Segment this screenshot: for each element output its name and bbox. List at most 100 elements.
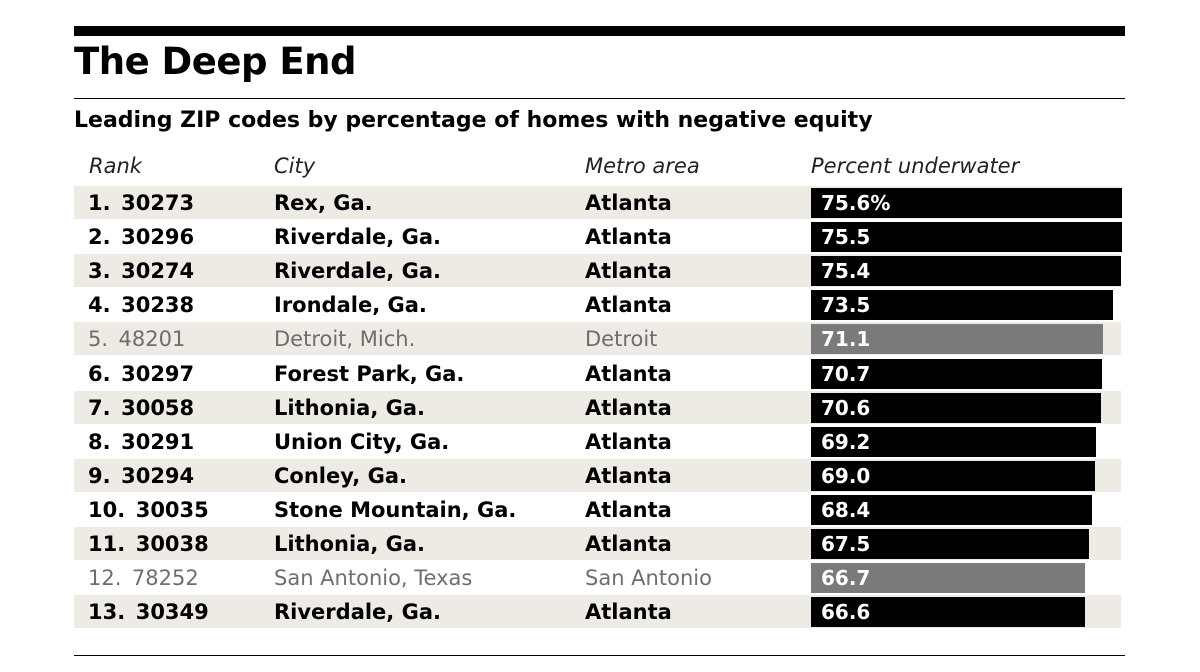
bar-value-label: 66.7	[821, 566, 871, 591]
city-cell: Stone Mountain, Ga.	[274, 497, 517, 522]
bar-value-label: 68.4	[821, 497, 871, 522]
bar-value-label: 75.4	[821, 259, 871, 284]
rank-number: 10.	[88, 497, 126, 522]
rank-number: 6.	[88, 361, 111, 386]
rank-number: 1.	[88, 191, 111, 215]
city-cell: Detroit, Mich.	[274, 327, 416, 352]
city-cell: Rex, Ga.	[274, 191, 373, 215]
zip-code: 30294	[121, 463, 195, 488]
chart-subtitle: Leading ZIP codes by percentage of homes…	[74, 108, 873, 133]
column-header-metro: Metro area	[585, 154, 700, 178]
city-cell: Union City, Ga.	[274, 429, 450, 454]
bar-value-label: 75.6%	[821, 191, 891, 215]
bar-percent-underwater	[811, 222, 1122, 253]
bar-percent-underwater	[811, 426, 1096, 457]
zip-code: 30291	[121, 429, 195, 454]
bar-value-label: 70.6	[821, 395, 871, 420]
rank-cell: 11. 30038	[88, 527, 209, 561]
bar-value-label: 67.5	[821, 532, 871, 556]
zip-code: 78252	[131, 566, 199, 591]
metro-cell: Atlanta	[585, 293, 672, 318]
metro-cell: Atlanta	[585, 600, 672, 625]
rank-number: 7.	[88, 395, 111, 420]
column-header-rank: Rank	[89, 154, 142, 178]
bar-percent-underwater	[811, 290, 1114, 321]
bar-value-label: 75.5	[821, 225, 871, 250]
zip-code: 30296	[121, 225, 195, 250]
metro-cell: Atlanta	[585, 225, 672, 250]
zip-code: 30297	[121, 361, 195, 386]
column-header-percent: Percent underwater	[811, 154, 1020, 178]
metro-cell: Atlanta	[585, 395, 672, 420]
bar-percent-underwater	[811, 324, 1104, 355]
bar-value-label: 70.7	[821, 361, 871, 386]
rank-cell: 9. 30294	[88, 459, 194, 493]
bar-value-label: 69.0	[821, 463, 871, 488]
bottom-rule	[74, 655, 1125, 656]
rank-cell: 10. 30035	[88, 493, 209, 527]
rank-cell: 3. 30274	[88, 254, 194, 288]
metro-cell: Detroit	[585, 327, 658, 352]
bar-percent-underwater	[811, 460, 1095, 491]
rank-cell: 8. 30291	[88, 425, 194, 459]
city-cell: Lithonia, Ga.	[274, 532, 425, 556]
zip-code: 30038	[135, 532, 209, 556]
city-cell: Conley, Ga.	[274, 463, 407, 488]
rank-cell: 13. 30349	[88, 595, 209, 629]
city-cell: Lithonia, Ga.	[274, 395, 425, 420]
rank-number: 4.	[88, 293, 111, 318]
metro-cell: Atlanta	[585, 259, 672, 284]
bar-percent-underwater	[811, 358, 1102, 389]
city-cell: San Antonio, Texas	[274, 566, 473, 591]
bar-percent-underwater	[811, 529, 1089, 559]
top-rule	[74, 26, 1125, 36]
bar-percent-underwater	[811, 392, 1102, 423]
metro-cell: Atlanta	[585, 191, 672, 215]
chart-title: The Deep End	[74, 40, 356, 83]
bar-value-label: 66.6	[821, 600, 871, 625]
rank-cell: 12. 78252	[88, 561, 199, 595]
rank-cell: 1. 30273	[88, 186, 194, 220]
bar-percent-underwater	[811, 563, 1086, 594]
rank-cell: 5. 48201	[88, 322, 185, 356]
bar-percent-underwater	[811, 188, 1122, 218]
city-cell: Riverdale, Ga.	[274, 259, 441, 284]
rank-cell: 4. 30238	[88, 288, 194, 322]
rank-number: 2.	[88, 225, 111, 250]
rank-number: 11.	[88, 532, 126, 556]
zip-code: 30349	[135, 600, 209, 625]
metro-cell: Atlanta	[585, 532, 672, 556]
city-cell: Riverdale, Ga.	[274, 225, 441, 250]
rank-number: 8.	[88, 429, 111, 454]
metro-cell: Atlanta	[585, 429, 672, 454]
rank-number: 9.	[88, 463, 111, 488]
rank-number: 3.	[88, 259, 111, 284]
metro-cell: Atlanta	[585, 361, 672, 386]
zip-code: 30035	[135, 497, 209, 522]
bar-percent-underwater	[811, 494, 1093, 525]
city-cell: Forest Park, Ga.	[274, 361, 465, 386]
rank-cell: 7. 30058	[88, 391, 194, 425]
zip-code: 30273	[121, 191, 195, 215]
metro-cell: Atlanta	[585, 463, 672, 488]
bar-value-label: 69.2	[821, 429, 871, 454]
rank-cell: 6. 30297	[88, 357, 194, 391]
zip-code: 30238	[121, 293, 195, 318]
bar-value-label: 73.5	[821, 293, 871, 318]
title-divider	[74, 98, 1125, 99]
zip-code: 30274	[121, 259, 195, 284]
rank-number: 13.	[88, 600, 126, 625]
column-header-city: City	[274, 154, 316, 178]
metro-cell: Atlanta	[585, 497, 672, 522]
rank-cell: 2. 30296	[88, 220, 194, 254]
zip-code: 48201	[118, 327, 186, 352]
city-cell: Riverdale, Ga.	[274, 600, 441, 625]
zip-code: 30058	[121, 395, 195, 420]
bar-percent-underwater	[811, 256, 1122, 287]
metro-cell: San Antonio	[585, 566, 712, 591]
city-cell: Irondale, Ga.	[274, 293, 427, 318]
bar-percent-underwater	[811, 597, 1085, 628]
rank-number: 12.	[88, 566, 122, 591]
bar-value-label: 71.1	[821, 327, 871, 352]
